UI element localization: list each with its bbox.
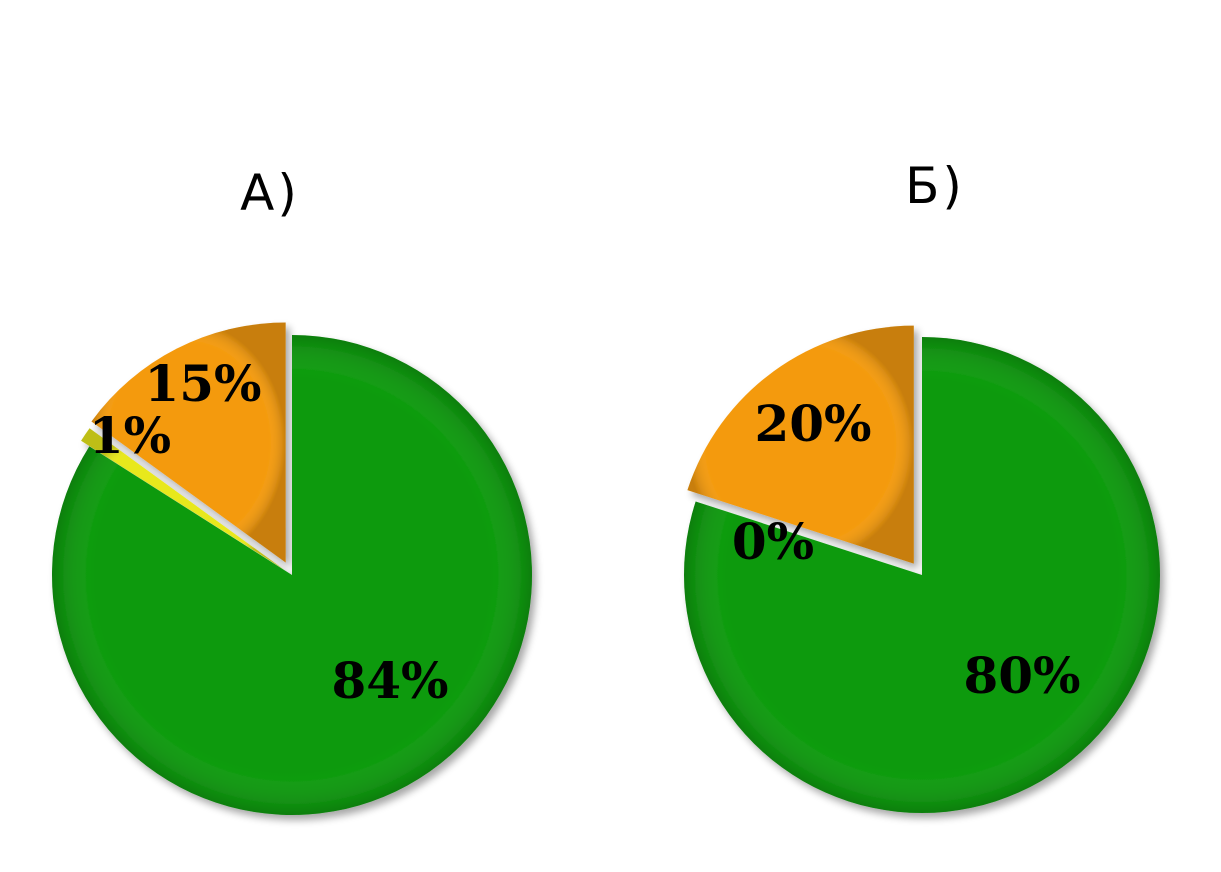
pie-slice-shade-a-2 bbox=[91, 322, 286, 563]
slice-label-a-1: 1% bbox=[89, 406, 171, 465]
pie-slice-shade-b-0 bbox=[684, 337, 1160, 814]
slice-label-b-0: 80% bbox=[963, 646, 1080, 705]
pie-slice-shade-b-2 bbox=[687, 325, 914, 564]
chart-title-b: Б) bbox=[905, 157, 965, 215]
pie-chart-b: Б) 80% 0% 20% bbox=[684, 157, 1160, 814]
pie-chart-a: А) 84% 1%15% bbox=[52, 164, 532, 815]
slice-label-a-0: 84% bbox=[331, 651, 448, 710]
slice-label-a-2: 15% bbox=[144, 354, 261, 413]
chart-title-a: А) bbox=[240, 164, 300, 222]
pie-slice-shade-a-0 bbox=[52, 335, 532, 815]
slice-label-b-2: 20% bbox=[754, 394, 871, 453]
pie-slice-shade-a-1 bbox=[81, 428, 284, 570]
slice-label-b-1: 0% bbox=[732, 512, 814, 571]
